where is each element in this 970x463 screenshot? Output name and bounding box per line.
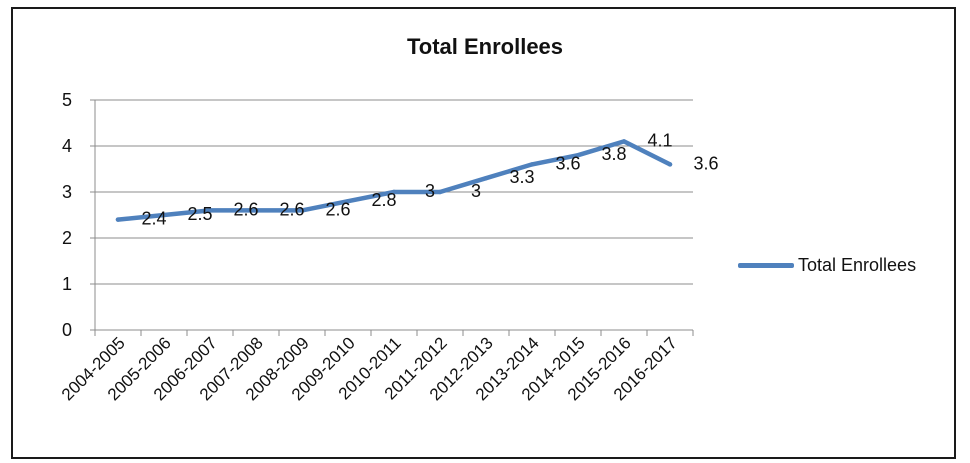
- data-label: 3.3: [509, 167, 534, 187]
- data-label: 2.4: [141, 209, 166, 229]
- data-point: [529, 162, 535, 167]
- data-label: 2.6: [233, 199, 258, 219]
- y-tick-label: 0: [62, 320, 72, 340]
- data-point: [115, 217, 121, 222]
- data-point: [161, 212, 167, 218]
- data-point: [437, 189, 443, 195]
- legend-label: Total Enrollees: [798, 255, 917, 275]
- y-tick-label: 5: [62, 90, 72, 110]
- data-point: [391, 189, 397, 195]
- data-label: 2.6: [279, 199, 304, 219]
- data-label: 3: [471, 181, 481, 201]
- data-label: 2.6: [325, 199, 350, 219]
- data-point: [207, 208, 213, 213]
- chart-title: Total Enrollees: [406, 34, 564, 59]
- chart-legend: Total Enrollees: [738, 255, 916, 276]
- data-label: 3.6: [555, 153, 580, 173]
- data-label: 3.8: [601, 144, 626, 164]
- data-point: [299, 208, 305, 213]
- data-point: [483, 176, 489, 181]
- legend-swatch: [738, 263, 794, 268]
- y-tick-label: 3: [62, 182, 72, 202]
- y-tick-label: 1: [62, 274, 72, 294]
- data-point: [667, 162, 673, 167]
- y-tick-label: 4: [62, 136, 72, 156]
- data-label: 2.5: [187, 204, 212, 224]
- data-point: [621, 139, 627, 144]
- data-point: [345, 199, 351, 204]
- data-label: 3.6: [693, 153, 718, 173]
- data-label: 3: [425, 181, 435, 201]
- data-label: 4.1: [647, 130, 672, 150]
- data-point: [253, 208, 259, 213]
- chart-frame: [11, 7, 956, 459]
- data-point: [575, 153, 581, 158]
- data-label: 2.8: [371, 190, 396, 210]
- y-tick-label: 2: [62, 228, 72, 248]
